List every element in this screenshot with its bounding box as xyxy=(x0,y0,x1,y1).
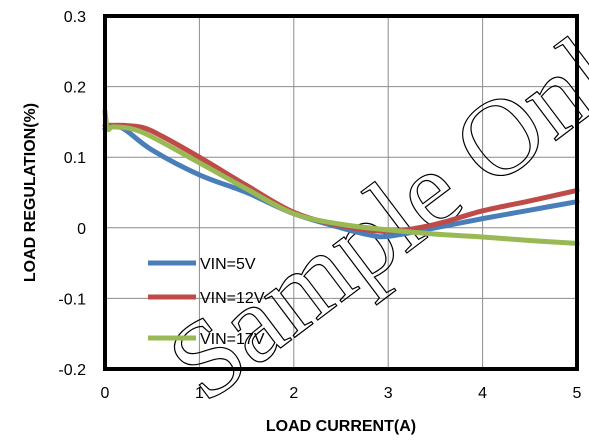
legend-label: VIN=5V xyxy=(200,256,256,273)
x-tick-label: 2 xyxy=(289,385,298,402)
series-lines xyxy=(102,108,580,246)
y-tick-label: -0.2 xyxy=(58,362,86,379)
y-tick-label: 0.1 xyxy=(64,150,86,167)
x-tick-label: 1 xyxy=(195,385,204,402)
plot-area-border xyxy=(103,14,579,371)
x-axis-title: LOAD CURRENT(A) xyxy=(266,418,416,435)
y-tick-label: 0.3 xyxy=(64,9,86,26)
y-axis-title: LOAD REGULATION(%) xyxy=(22,103,39,282)
x-tick-label: 4 xyxy=(478,385,487,402)
legend: VIN=5V VIN=12V VIN=17V xyxy=(148,256,265,348)
series-line-2 xyxy=(102,108,580,246)
x-tick-label: 3 xyxy=(384,385,393,402)
x-tick-label: 5 xyxy=(573,385,582,402)
y-tick-label: 0.2 xyxy=(64,80,86,97)
y-tick-label: -0.1 xyxy=(58,291,86,308)
legend-label: VIN=12V xyxy=(200,290,265,307)
y-tick-label: 0 xyxy=(77,221,86,238)
y-tick-labels: -0.2 -0.1 0 0.1 0.2 0.3 xyxy=(58,9,86,379)
x-tick-labels: 0 1 2 3 4 5 xyxy=(101,385,582,402)
x-tick-label: 0 xyxy=(101,385,110,402)
legend-label: VIN=17V xyxy=(200,331,265,348)
